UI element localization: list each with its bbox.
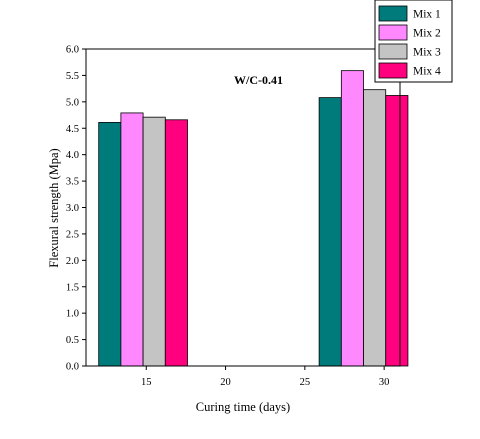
y-tick-label: 0.5 bbox=[66, 335, 79, 346]
legend-swatch-mix-2 bbox=[378, 24, 408, 41]
bars-layer bbox=[98, 70, 409, 367]
y-tick-label: 2.5 bbox=[66, 229, 79, 240]
y-tick-label: 1.5 bbox=[66, 282, 79, 293]
x-tick-label: 30 bbox=[379, 377, 390, 388]
y-tick-label: 3.0 bbox=[66, 203, 79, 214]
legend-label-mix-4: Mix 4 bbox=[413, 66, 441, 78]
legend-label-mix-2: Mix 2 bbox=[413, 28, 441, 40]
x-ticks: 15 20 25 30 bbox=[141, 366, 389, 388]
bar-mix-3-group-1 bbox=[142, 116, 166, 367]
y-tick-label: 6.0 bbox=[66, 45, 79, 56]
bar-mix-4-group-1 bbox=[164, 119, 188, 367]
legend-box bbox=[374, 0, 453, 83]
y-tick-label: 4.5 bbox=[66, 124, 79, 135]
legend-swatch-mix-4 bbox=[378, 62, 408, 79]
y-tick-label: 2.0 bbox=[66, 256, 79, 267]
y-tick-label: 3.5 bbox=[66, 177, 79, 188]
bar-mix-1-group-2 bbox=[318, 97, 342, 367]
legend-label-mix-3: Mix 3 bbox=[413, 47, 441, 59]
bar-mix-2-group-2 bbox=[340, 70, 364, 367]
legend: Mix 1 Mix 2 Mix 3 Mix 4 bbox=[374, 0, 453, 83]
y-tick-label: 5.5 bbox=[66, 71, 79, 82]
legend-swatch-mix-3 bbox=[378, 43, 408, 60]
bar-mix-3-group-2 bbox=[363, 89, 387, 367]
y-tick-label: 5.0 bbox=[66, 97, 79, 108]
x-axis-title: Curing time (days) bbox=[196, 400, 290, 414]
x-tick-label: 15 bbox=[141, 377, 152, 388]
chart-title: W/C-0.41 bbox=[234, 73, 283, 87]
x-tick-label: 25 bbox=[300, 377, 311, 388]
bar-mix-1-group-1 bbox=[98, 122, 122, 367]
bar-mix-2-group-1 bbox=[120, 112, 144, 367]
y-tick-label: 0.0 bbox=[66, 362, 79, 373]
bar-mix-4-group-2 bbox=[385, 95, 409, 367]
y-tick-label: 4.0 bbox=[66, 150, 79, 161]
legend-swatch-mix-1 bbox=[378, 5, 408, 22]
y-axis-title: Flexural strength (Mpa) bbox=[47, 148, 61, 267]
x-tick-label: 20 bbox=[220, 377, 231, 388]
legend-label-mix-1: Mix 1 bbox=[413, 9, 441, 21]
y-tick-label: 1.0 bbox=[66, 309, 79, 320]
y-ticks: 0.0 0.5 1.0 1.5 2.0 2.5 3.0 3.5 4.0 4.5 5.0 5.5 6.0 bbox=[66, 45, 86, 373]
